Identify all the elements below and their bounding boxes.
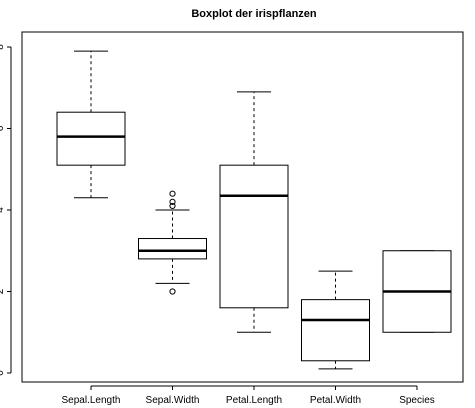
iqr-box xyxy=(56,111,126,166)
x-tick-label: Petal.Length xyxy=(226,395,282,406)
iqr-box xyxy=(301,299,370,362)
outlier-point xyxy=(169,198,176,205)
x-tick-label: Petal.Width xyxy=(310,395,361,406)
outlier-point xyxy=(169,202,176,210)
x-tick-label: Sepal.Width xyxy=(146,395,200,406)
y-tick-label: 4 xyxy=(0,207,6,213)
box-species xyxy=(382,250,452,333)
y-tick-label: 0 xyxy=(0,370,6,376)
iqr-box xyxy=(138,238,207,260)
plot-frame xyxy=(21,31,464,383)
outlier-point xyxy=(169,288,176,295)
x-axis: Sepal.Length Sepal.Width Petal.Length Petal… xyxy=(62,385,435,406)
outlier-point xyxy=(169,190,176,197)
x-tick-label: Species xyxy=(399,395,435,406)
box-sepal-width xyxy=(138,190,207,295)
box-sepal-length xyxy=(56,50,126,199)
y-tick-label: 8 xyxy=(0,44,6,50)
y-tick-label: 2 xyxy=(0,288,6,294)
chart-title: Boxplot der irispflanzen xyxy=(191,8,317,20)
x-tick-label: Sepal.Length xyxy=(62,395,121,406)
box-petal-length xyxy=(219,91,289,333)
iqr-box xyxy=(219,164,289,309)
y-tick-label: 6 xyxy=(0,125,6,131)
boxes-group xyxy=(56,50,452,370)
y-axis: 0 2 4 6 8 xyxy=(0,44,12,376)
box-petal-width xyxy=(301,270,370,370)
